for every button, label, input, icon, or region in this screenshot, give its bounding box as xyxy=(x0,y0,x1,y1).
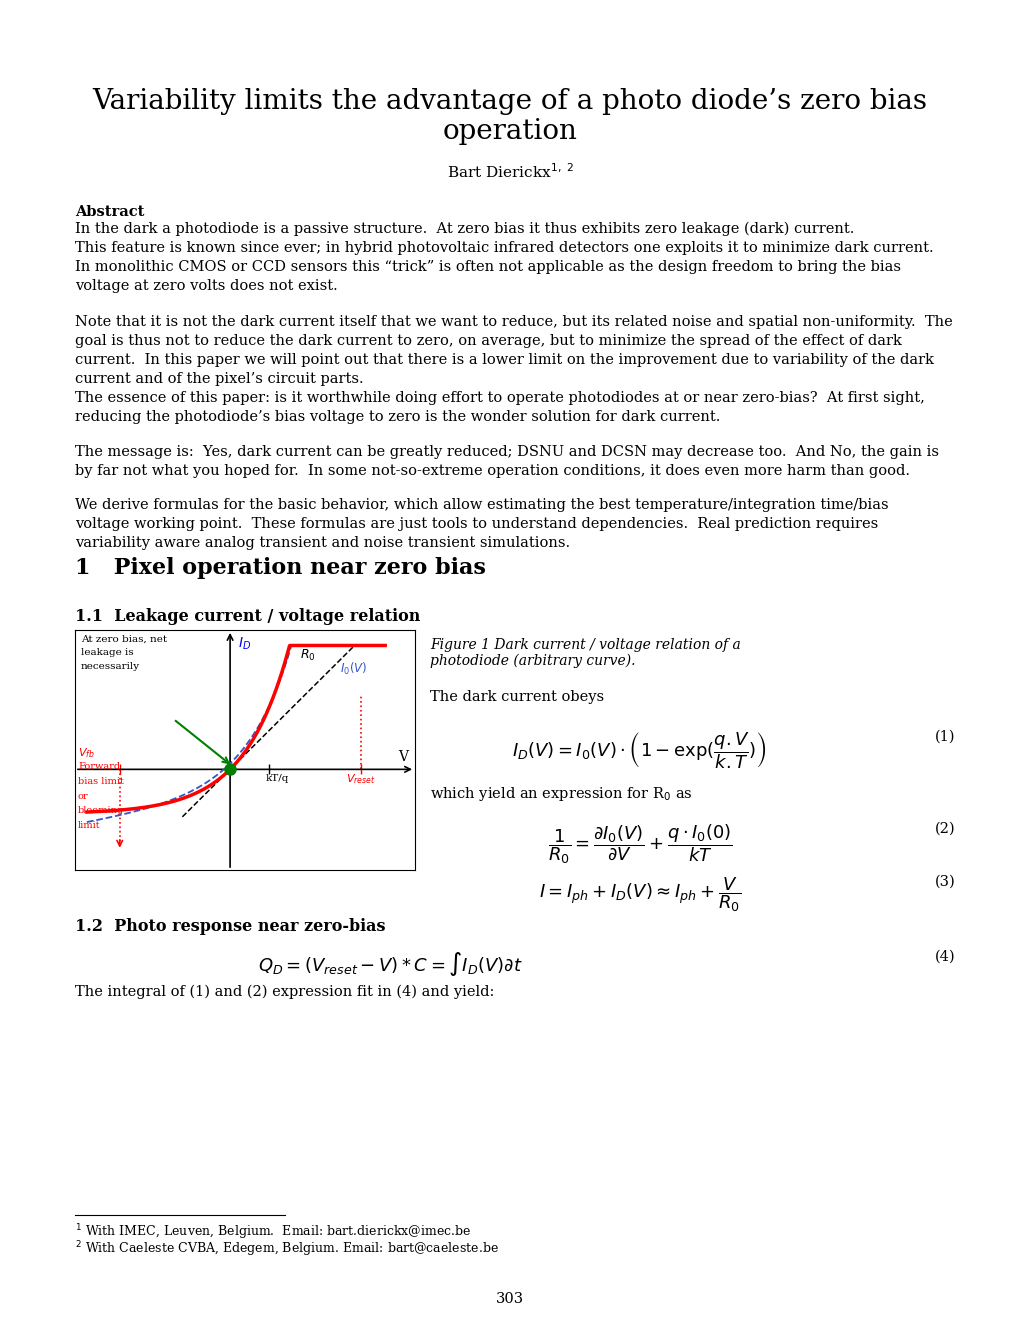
Text: $I_D$: $I_D$ xyxy=(237,636,251,652)
Text: bias limit: bias limit xyxy=(77,777,123,787)
Text: We derive formulas for the basic behavior, which allow estimating the best tempe: We derive formulas for the basic behavio… xyxy=(75,498,888,550)
Text: $^1$ With IMEC, Leuven, Belgium.  Email: bart.dierickx@imec.be: $^1$ With IMEC, Leuven, Belgium. Email: … xyxy=(75,1222,471,1242)
Text: 1.2  Photo response near zero-bias: 1.2 Photo response near zero-bias xyxy=(75,917,385,935)
Text: leakage is: leakage is xyxy=(81,648,133,657)
Text: Forward: Forward xyxy=(77,763,120,771)
Text: (4): (4) xyxy=(933,950,955,964)
Text: At zero bias, net: At zero bias, net xyxy=(81,635,167,644)
Text: 303: 303 xyxy=(495,1292,524,1305)
Text: (2): (2) xyxy=(933,822,955,836)
Text: photodiode (arbitrary curve).: photodiode (arbitrary curve). xyxy=(430,653,635,668)
Text: $V_{reset}$: $V_{reset}$ xyxy=(346,772,376,785)
Text: Variability limits the advantage of a photo diode’s zero bias: Variability limits the advantage of a ph… xyxy=(93,88,926,115)
Text: Bart Dierickx$^{1,\ 2}$: Bart Dierickx$^{1,\ 2}$ xyxy=(446,162,573,181)
Text: (3): (3) xyxy=(933,875,955,888)
Text: V: V xyxy=(397,750,408,763)
Text: $I = I_{ph} + I_D(V) \approx I_{ph} + \dfrac{V}{R_0}$: $I = I_{ph} + I_D(V) \approx I_{ph} + \d… xyxy=(538,875,741,913)
Text: The dark current obeys: The dark current obeys xyxy=(430,690,603,704)
Text: $^2$ With Caeleste CVBA, Edegem, Belgium. Email: bart@caeleste.be: $^2$ With Caeleste CVBA, Edegem, Belgium… xyxy=(75,1239,498,1258)
Text: Note that it is not the dark current itself that we want to reduce, but its rela: Note that it is not the dark current its… xyxy=(75,315,952,424)
Text: The message is:  Yes, dark current can be greatly reduced; DSNU and DCSN may dec: The message is: Yes, dark current can be… xyxy=(75,445,938,478)
Text: The integral of (1) and (2) expression fit in (4) and yield:: The integral of (1) and (2) expression f… xyxy=(75,985,494,999)
Text: $\dfrac{1}{R_0} = \dfrac{\partial I_0(V)}{\partial V} + \dfrac{q \cdot I_0(0)}{k: $\dfrac{1}{R_0} = \dfrac{\partial I_0(V)… xyxy=(547,822,732,866)
Text: $R_0$: $R_0$ xyxy=(300,648,315,663)
Text: which yield an expression for R$_0$ as: which yield an expression for R$_0$ as xyxy=(430,785,692,803)
Text: blooming: blooming xyxy=(77,807,124,816)
Text: Figure 1 Dark current / voltage relation of a: Figure 1 Dark current / voltage relation… xyxy=(430,638,740,652)
Text: or: or xyxy=(77,792,89,801)
Text: 1.1  Leakage current / voltage relation: 1.1 Leakage current / voltage relation xyxy=(75,609,420,624)
Text: $I_0(V)$: $I_0(V)$ xyxy=(340,660,368,677)
Text: necessarily: necessarily xyxy=(81,661,140,671)
Text: (1): (1) xyxy=(933,730,955,744)
Text: In the dark a photodiode is a passive structure.  At zero bias it thus exhibits : In the dark a photodiode is a passive st… xyxy=(75,222,932,293)
Text: 1   Pixel operation near zero bias: 1 Pixel operation near zero bias xyxy=(75,557,485,579)
Text: operation: operation xyxy=(442,117,577,145)
Text: Abstract: Abstract xyxy=(75,205,145,219)
Text: $Q_D = (V_{reset} - V) * C = \int I_D(V) \partial t$: $Q_D = (V_{reset} - V) * C = \int I_D(V)… xyxy=(258,950,522,978)
Text: $I_D(V) = I_0(V) \cdot \left(1 - \exp(\dfrac{q.V}{k.T})\right)$: $I_D(V) = I_0(V) \cdot \left(1 - \exp(\d… xyxy=(512,730,766,771)
Text: limit: limit xyxy=(77,821,101,830)
Text: kT/q: kT/q xyxy=(266,774,289,783)
Text: $V_{fb}$: $V_{fb}$ xyxy=(77,746,95,759)
